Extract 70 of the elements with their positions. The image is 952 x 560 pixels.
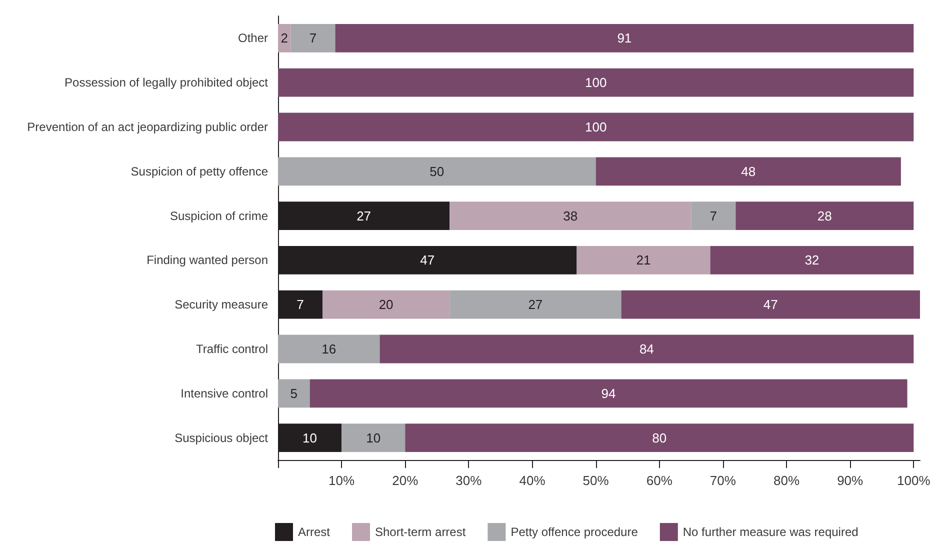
bar [322, 290, 450, 319]
data-label: 100 [584, 75, 607, 90]
data-label: 48 [741, 164, 756, 179]
data-label: 32 [804, 252, 820, 268]
bar [450, 202, 692, 230]
x-tick-label: 60% [646, 473, 673, 488]
bar [335, 24, 914, 52]
data-label: 27 [528, 297, 543, 312]
data-label: 7 [309, 30, 317, 46]
x-tick-label: 30% [456, 473, 482, 488]
x-tick-label: 10% [328, 473, 356, 488]
y-tick-label: Possession of legally prohibited object [64, 76, 269, 90]
data-label: 16 [322, 342, 336, 356]
legend-label: Arrest [298, 525, 331, 539]
data-label: 47 [763, 297, 778, 312]
data-label: 2 [280, 30, 288, 46]
x-tick-label: 50% [582, 473, 610, 488]
bar [278, 334, 380, 364]
bar [576, 246, 710, 274]
bar [450, 290, 622, 319]
bar [290, 24, 336, 52]
bar [405, 424, 914, 452]
data-label: 21 [636, 252, 651, 268]
y-tick-label: Prevention of an act jeopardizing public order [27, 120, 268, 134]
data-label: 100 [584, 120, 607, 134]
x-tick-label: 40% [519, 473, 546, 488]
data-label: 20 [378, 297, 394, 312]
bar [736, 202, 914, 230]
bar [691, 202, 736, 230]
data-label: 80 [652, 430, 667, 446]
data-label: 50 [430, 164, 444, 179]
bar [621, 290, 920, 319]
data-label: 5 [290, 386, 298, 401]
data-label: 7 [296, 297, 304, 312]
bar [278, 112, 914, 142]
legend-label: Petty offence procedure [510, 525, 638, 539]
y-tick-label: Suspicious object [174, 430, 269, 445]
data-label: 28 [817, 208, 832, 224]
x-tick-label: 20% [392, 473, 419, 488]
x-tick-label: 100% [897, 473, 931, 488]
bar [278, 379, 310, 408]
data-label: 47 [420, 252, 435, 268]
y-tick-label: Other [238, 31, 268, 46]
x-tick-label: 80% [774, 473, 800, 488]
y-tick-label: Traffic control [196, 342, 268, 356]
data-label: 27 [356, 208, 372, 224]
y-tick-label: Intensive control [180, 386, 268, 400]
bar [342, 424, 406, 452]
bar [710, 246, 914, 274]
y-tick-label: Security measure [174, 298, 268, 312]
x-tick-label: 90% [837, 473, 864, 488]
data-label: 94 [601, 386, 616, 401]
legend-label: No further measure was required [682, 525, 858, 539]
y-tick-label: Suspicion of crime [170, 208, 268, 223]
data-label: 10 [302, 430, 318, 446]
x-tick-label: 70% [710, 473, 736, 488]
legend-label: Short-term arrest [375, 525, 466, 539]
data-label: 91 [617, 30, 632, 46]
data-label: 10 [366, 430, 381, 446]
bar [278, 68, 914, 97]
bar [310, 379, 908, 408]
data-label: 38 [563, 208, 578, 224]
bar [596, 157, 901, 186]
y-tick-label: Finding wanted person [146, 253, 268, 268]
bar [278, 24, 291, 52]
data-label: 84 [639, 342, 654, 356]
data-label: 7 [710, 208, 718, 224]
bar [380, 334, 914, 364]
bar [278, 157, 596, 186]
y-tick-label: Suspicion of petty offence [130, 164, 268, 178]
